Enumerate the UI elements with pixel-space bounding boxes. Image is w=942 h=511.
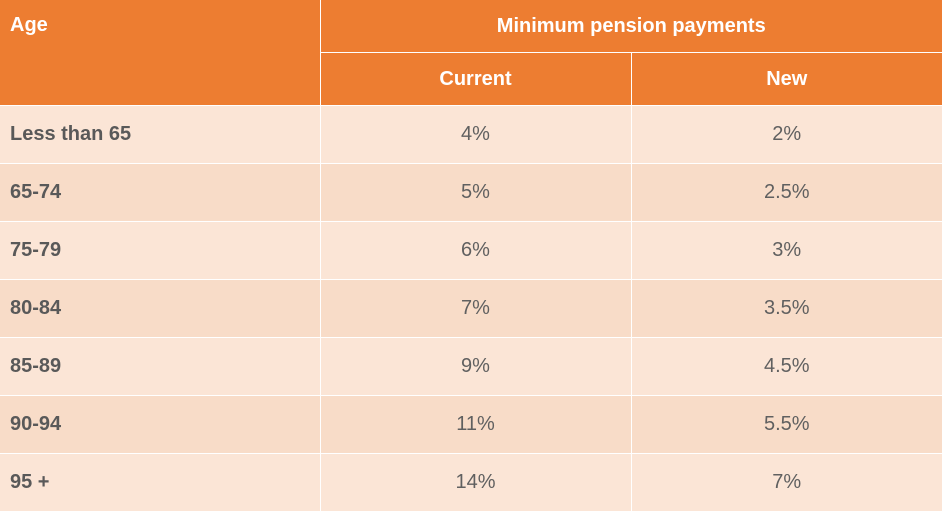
age-cell: 75-79 (0, 222, 320, 280)
age-cell: 95 + (0, 454, 320, 511)
current-value-cell: 4% (320, 106, 631, 164)
current-column-header: Current (320, 53, 631, 106)
age-cell: 90-94 (0, 396, 320, 454)
minimum-pension-payments-header: Minimum pension payments (320, 0, 942, 53)
current-value-cell: 9% (320, 338, 631, 396)
table-row: 80-84 7% 3.5% (0, 280, 942, 338)
table-row: 95 + 14% 7% (0, 454, 942, 511)
new-value-cell: 3% (631, 222, 942, 280)
table-row: 65-74 5% 2.5% (0, 164, 942, 222)
age-cell: 80-84 (0, 280, 320, 338)
current-value-cell: 6% (320, 222, 631, 280)
new-value-cell: 2% (631, 106, 942, 164)
new-value-cell: 2.5% (631, 164, 942, 222)
age-cell: Less than 65 (0, 106, 320, 164)
table-row: 85-89 9% 4.5% (0, 338, 942, 396)
table-row: 75-79 6% 3% (0, 222, 942, 280)
age-cell: 65-74 (0, 164, 320, 222)
new-value-cell: 4.5% (631, 338, 942, 396)
table-row: Less than 65 4% 2% (0, 106, 942, 164)
age-column-header: Age (0, 0, 320, 106)
new-value-cell: 3.5% (631, 280, 942, 338)
current-value-cell: 14% (320, 454, 631, 511)
age-cell: 85-89 (0, 338, 320, 396)
new-value-cell: 7% (631, 454, 942, 511)
current-value-cell: 7% (320, 280, 631, 338)
table-row: 90-94 11% 5.5% (0, 396, 942, 454)
new-value-cell: 5.5% (631, 396, 942, 454)
new-column-header: New (631, 53, 942, 106)
current-value-cell: 5% (320, 164, 631, 222)
current-value-cell: 11% (320, 396, 631, 454)
